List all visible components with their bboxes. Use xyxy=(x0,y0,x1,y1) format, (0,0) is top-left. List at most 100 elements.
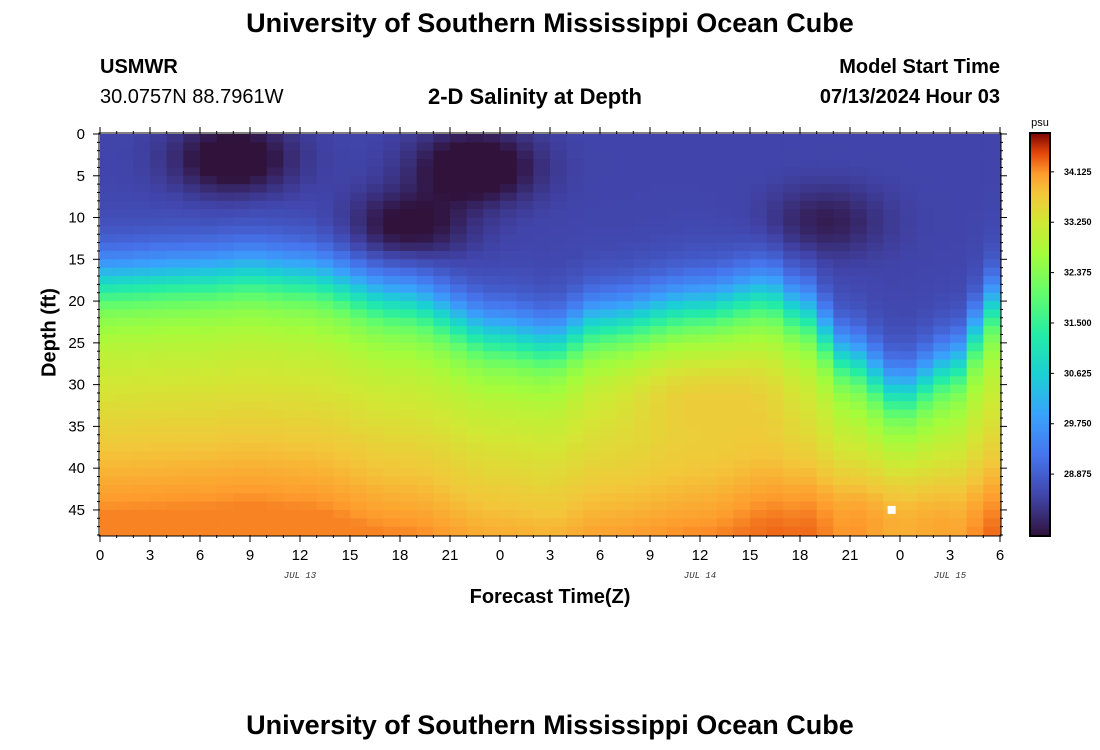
heatmap-cell xyxy=(183,392,201,402)
heatmap-cell xyxy=(416,376,434,386)
heatmap-cell xyxy=(516,317,534,327)
heatmap-cell xyxy=(300,409,318,419)
heatmap-cell xyxy=(500,493,518,503)
heatmap-cell xyxy=(850,426,868,436)
heatmap-cell xyxy=(833,150,851,160)
heatmap-cell xyxy=(566,301,584,311)
heatmap-cell xyxy=(750,459,768,469)
heatmap-cell xyxy=(533,301,551,311)
heatmap-cell xyxy=(916,284,934,294)
heatmap-cell xyxy=(283,409,301,419)
heatmap-cell xyxy=(250,484,268,494)
heatmap-cell xyxy=(633,384,651,394)
heatmap-cell xyxy=(516,134,534,143)
heatmap-cell xyxy=(716,284,734,294)
heatmap-cell xyxy=(266,509,284,519)
heatmap-cell xyxy=(466,167,484,177)
heatmap-cell xyxy=(466,484,484,494)
heatmap-cell xyxy=(250,184,268,194)
heatmap-cell xyxy=(383,426,401,436)
heatmap-cell xyxy=(983,242,1001,252)
heatmap-cell xyxy=(666,200,684,210)
heatmap-cell xyxy=(966,134,984,143)
heatmap-cell xyxy=(233,159,251,169)
heatmap-cell xyxy=(766,518,784,528)
heatmap-cell xyxy=(850,209,868,219)
heatmap-cell xyxy=(833,234,851,244)
heatmap-cell xyxy=(550,418,568,427)
heatmap-cell xyxy=(166,342,184,352)
heatmap-cell xyxy=(716,342,734,352)
heatmap-cell xyxy=(250,200,268,210)
heatmap-cell xyxy=(166,459,184,469)
heatmap-cell xyxy=(583,284,601,294)
heatmap-cell xyxy=(133,451,151,461)
heatmap-cell xyxy=(900,276,918,285)
heatmap-cell xyxy=(233,426,251,436)
heatmap-cell xyxy=(300,367,318,377)
heatmap-cell xyxy=(133,501,151,511)
heatmap-cell xyxy=(416,459,434,469)
heatmap-cell xyxy=(416,259,434,269)
heatmap-cell xyxy=(433,301,451,311)
heatmap-cell xyxy=(250,418,268,427)
heatmap-cell xyxy=(100,150,118,160)
heatmap-cell xyxy=(233,200,251,210)
heatmap-cell xyxy=(683,426,701,436)
heatmap-cell xyxy=(216,526,234,536)
heatmap-cell xyxy=(533,501,551,511)
heatmap-cell xyxy=(533,184,551,194)
heatmap-cell xyxy=(450,175,468,185)
heatmap-cell xyxy=(933,134,951,143)
heatmap-cell xyxy=(350,443,368,453)
heatmap-cell xyxy=(733,242,751,252)
heatmap-cell xyxy=(750,276,768,285)
heatmap-cell xyxy=(966,326,984,336)
heatmap-cell xyxy=(850,326,868,336)
heatmap-cell xyxy=(266,217,284,227)
heatmap-cell xyxy=(366,150,384,160)
heatmap-cell xyxy=(300,376,318,386)
heatmap-cell xyxy=(616,392,634,402)
heatmap-cell xyxy=(900,509,918,519)
heatmap-cell xyxy=(150,493,168,503)
heatmap-cell xyxy=(533,134,551,143)
heatmap-cell xyxy=(433,418,451,427)
heatmap-cell xyxy=(133,167,151,177)
heatmap-cell xyxy=(700,476,718,486)
heatmap-cell xyxy=(450,418,468,427)
heatmap-cell xyxy=(616,468,634,478)
heatmap-cell xyxy=(833,317,851,327)
heatmap-cell xyxy=(766,167,784,177)
heatmap-cell xyxy=(600,359,618,369)
heatmap-cell xyxy=(783,451,801,461)
heatmap-cell xyxy=(633,342,651,352)
heatmap-cell xyxy=(683,351,701,361)
heatmap-cell xyxy=(416,476,434,486)
heatmap-cell xyxy=(816,526,834,536)
heatmap-cell xyxy=(416,167,434,177)
heatmap-cell xyxy=(600,276,618,285)
heatmap-cell xyxy=(783,184,801,194)
heatmap-cell xyxy=(883,284,901,294)
heatmap-cell xyxy=(450,301,468,311)
heatmap-cell xyxy=(500,501,518,511)
heatmap-cell xyxy=(183,292,201,302)
heatmap-cell xyxy=(616,242,634,252)
heatmap-cell xyxy=(900,359,918,369)
heatmap-cell xyxy=(450,392,468,402)
heatmap-cell xyxy=(683,468,701,478)
heatmap-cell xyxy=(916,142,934,152)
heatmap-cell xyxy=(633,134,651,143)
heatmap-cell xyxy=(766,418,784,427)
heatmap-cell xyxy=(283,367,301,377)
heatmap-cell xyxy=(166,384,184,394)
heatmap-cell xyxy=(133,301,151,311)
heatmap-cell xyxy=(166,142,184,152)
heatmap-cell xyxy=(650,451,668,461)
heatmap-cell xyxy=(633,443,651,453)
heatmap-cell xyxy=(966,209,984,219)
heatmap-cell xyxy=(166,392,184,402)
heatmap-cell xyxy=(683,451,701,461)
heatmap-cell xyxy=(316,250,334,260)
